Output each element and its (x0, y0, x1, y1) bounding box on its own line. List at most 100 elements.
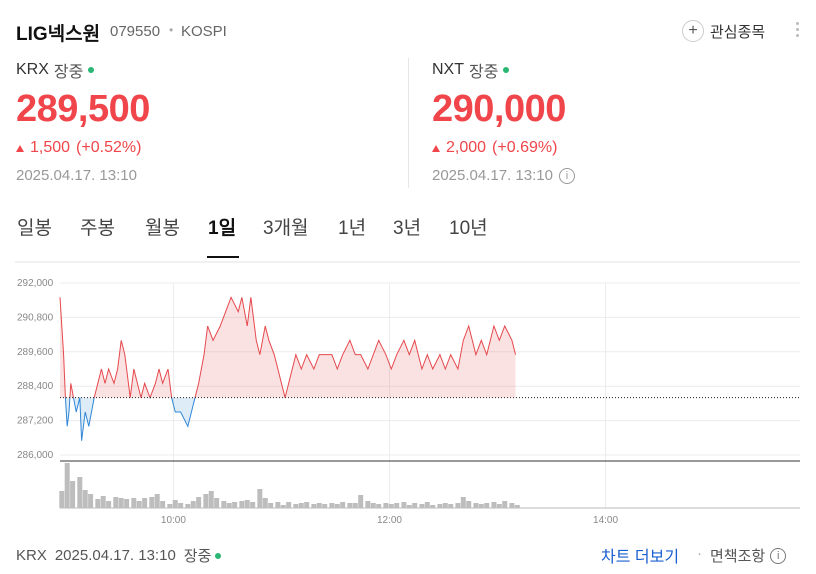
volume-bar (286, 502, 292, 508)
volume-bar (442, 503, 448, 508)
volume-bar (275, 502, 281, 508)
exchange: KRX (16, 547, 47, 564)
volume-bar (455, 503, 461, 508)
volume-bar (419, 504, 425, 508)
volume-bar (124, 499, 130, 508)
up-icon (16, 144, 24, 152)
volume-bar (376, 504, 382, 508)
volume-bar (178, 503, 184, 508)
volume-bar (509, 503, 515, 508)
more-menu[interactable] (796, 22, 800, 40)
plus-icon: + (682, 20, 704, 42)
price: 290,000 (432, 88, 566, 130)
volume-bar (95, 499, 101, 508)
status-dot (88, 67, 95, 73)
price: 289,500 (16, 88, 150, 130)
volume-bar (64, 463, 70, 508)
volume-bar (358, 495, 364, 508)
volume-bar (430, 505, 436, 508)
change: 1,500 (+0.52%) (16, 139, 150, 157)
volume-bar (311, 504, 317, 508)
period-tab[interactable]: 월봉 (145, 218, 180, 239)
watch-button[interactable]: + 관심종목 (682, 18, 765, 44)
volume-bar (347, 503, 353, 508)
divider (408, 58, 409, 188)
change-value: 2,000 (446, 139, 487, 156)
volume-bar (149, 497, 155, 508)
volume-bar (466, 501, 472, 508)
y-tick-label: 287,200 (17, 416, 54, 427)
status: 장중 (469, 64, 499, 81)
volume-bar (514, 505, 520, 508)
volume-bar (214, 498, 220, 508)
period-tab[interactable]: 3개월 (263, 218, 309, 239)
volume-bar (154, 494, 160, 508)
area-up (60, 297, 516, 398)
volume-bar (203, 494, 209, 508)
disclaimer-link[interactable]: 면책조항 i (710, 545, 787, 566)
volume-bar (388, 504, 394, 508)
quote-nxt: NXT 장중 290,000 2,000 (+0.69%) 2025.04.17. … (432, 58, 575, 184)
volume-bar (352, 503, 358, 508)
volume-bar (160, 501, 166, 508)
period-tab[interactable]: 1일 (208, 218, 237, 239)
volume-bar (221, 501, 227, 508)
change-pct: (+0.52%) (76, 139, 142, 156)
period-tab[interactable]: 주봉 (80, 218, 115, 239)
quote-time: 2025.04.17. 13:10 (16, 167, 150, 184)
info-icon[interactable]: i (558, 167, 575, 184)
volume-bar (262, 498, 268, 508)
volume-bar (167, 504, 173, 508)
x-tick-label: 12:00 (377, 515, 402, 526)
change-value: 1,500 (30, 139, 71, 156)
time: 2025.04.17. 13:10 (54, 547, 176, 564)
chart-more-link[interactable]: 차트 더보기 (601, 549, 680, 566)
volume-bar (131, 498, 137, 508)
period-tab[interactable]: 1년 (338, 218, 367, 239)
exchange: NXT (432, 61, 464, 78)
x-tick-label: 10:00 (161, 515, 186, 526)
period-tab[interactable]: 10년 (449, 218, 488, 239)
status-dot (215, 552, 222, 559)
volume-bar (196, 497, 202, 508)
volume-bar (257, 489, 263, 508)
volume-bar (340, 502, 346, 508)
volume-bar (401, 502, 407, 508)
period-tab[interactable]: 일봉 (17, 218, 52, 239)
selected-tab-underline (207, 256, 239, 258)
volume-bar (244, 500, 250, 508)
period-tab[interactable]: 3년 (393, 218, 422, 239)
separator: · (697, 545, 702, 562)
volume-bar (322, 504, 328, 508)
volume-bar (370, 503, 376, 508)
volume-bar (496, 504, 502, 508)
volume-bar (59, 491, 65, 508)
time: 2025.04.17. 13:10 (432, 167, 553, 184)
volume-bar (226, 503, 232, 508)
exchange: KRX (16, 61, 49, 78)
volume-bar (268, 503, 274, 508)
volume-bar (77, 477, 83, 508)
volume-bar (232, 502, 238, 508)
volume-bar (298, 503, 304, 508)
change-pct: (+0.69%) (492, 139, 558, 156)
volume-bar (136, 501, 142, 508)
up-icon (432, 144, 440, 152)
volume-bar (424, 502, 430, 508)
volume-bar (142, 498, 148, 508)
watch-label: 관심종목 (710, 23, 766, 41)
footer-info: KRX 2025.04.17. 13:10 장중 (16, 545, 222, 566)
volume-bar (473, 503, 479, 508)
volume-bar (250, 502, 256, 508)
volume-bar (208, 491, 214, 508)
volume-bar (304, 502, 310, 508)
volume-bar (502, 501, 508, 508)
volume-bar (491, 502, 497, 508)
volume-bar (329, 503, 335, 508)
volume-bar (88, 494, 94, 508)
status: 장중 (53, 64, 84, 81)
status-dot (503, 67, 510, 73)
volume-bar (239, 501, 245, 508)
volume-bar (406, 505, 412, 508)
